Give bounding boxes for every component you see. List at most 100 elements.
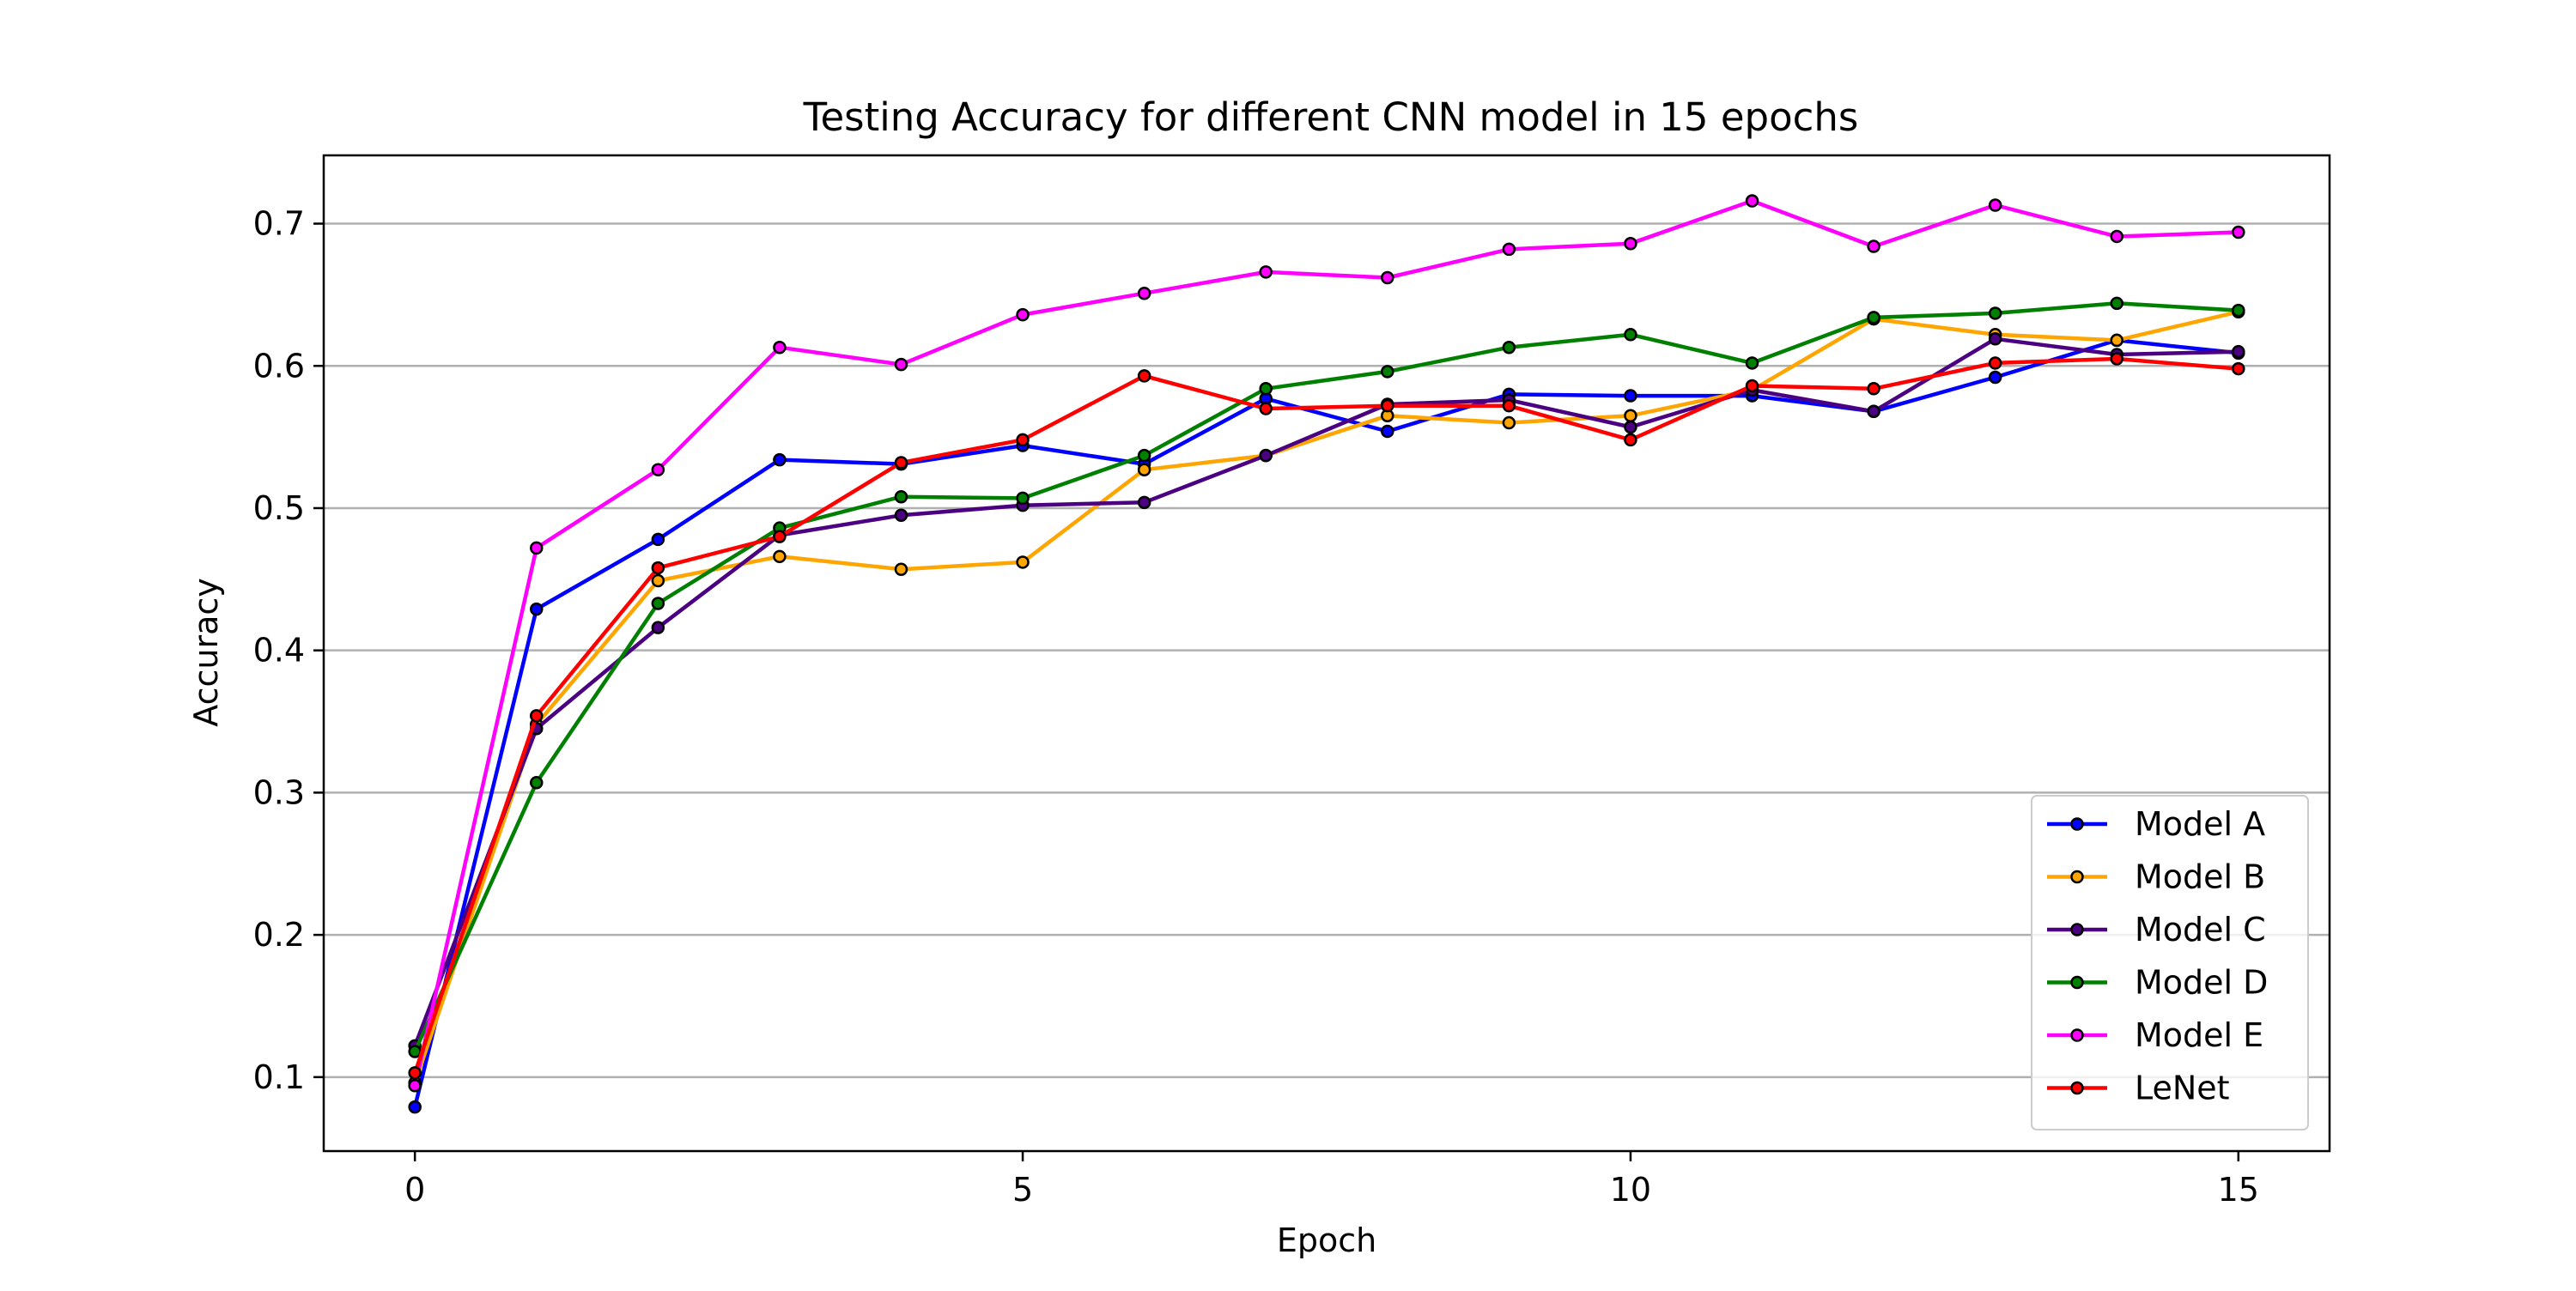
- series-model-a: [408, 333, 2245, 1114]
- y-tick-label: 0.3: [253, 773, 305, 811]
- y-tick-label: 0.4: [253, 632, 305, 670]
- data-point: [408, 1045, 422, 1058]
- data-point: [1502, 242, 1516, 257]
- series-model-e: [408, 194, 2245, 1093]
- data-point: [894, 508, 908, 523]
- data-point: [1624, 236, 1637, 251]
- data-point: [530, 541, 544, 555]
- data-point: [1867, 404, 1880, 419]
- data-point: [1502, 398, 1516, 413]
- data-point: [1137, 369, 1151, 383]
- data-point: [894, 456, 908, 470]
- data-point: [651, 463, 665, 476]
- legend-item[interactable]: Model D: [2047, 964, 2268, 1002]
- data-point: [2232, 225, 2245, 239]
- data-point: [2110, 229, 2123, 244]
- legend-swatch-marker: [2070, 1081, 2084, 1095]
- data-point: [2110, 352, 2123, 366]
- legend-item[interactable]: Model E: [2047, 1016, 2263, 1054]
- y-tick-label: 0.2: [253, 916, 305, 954]
- legend-box: [2031, 795, 2309, 1130]
- data-point: [894, 357, 908, 372]
- data-point: [1016, 307, 1030, 322]
- data-point: [651, 573, 665, 588]
- data-point: [1624, 433, 1637, 447]
- y-tick-label: 0.5: [253, 489, 305, 527]
- data-point: [408, 1066, 422, 1080]
- data-point: [894, 562, 908, 576]
- x-tick-label: 0: [404, 1171, 425, 1209]
- legend[interactable]: Model A Model B Model C Model D Model E LeNet: [2031, 795, 2309, 1130]
- legend-item[interactable]: Model B: [2047, 858, 2265, 896]
- data-point: [1624, 409, 1637, 423]
- data-point: [1988, 198, 2002, 212]
- data-point: [1867, 239, 1880, 253]
- x-axis-label: Epoch: [1277, 1221, 1376, 1259]
- data-point: [2232, 344, 2245, 359]
- series-lenet: [408, 352, 2245, 1080]
- legend-label: Model A: [2135, 805, 2265, 843]
- data-point: [1624, 389, 1637, 403]
- data-point: [1381, 365, 1394, 379]
- series-line: [413, 198, 2239, 1087]
- legend-label: Model C: [2135, 911, 2266, 949]
- y-tick-label: 0.1: [253, 1058, 305, 1096]
- legend-label: Model B: [2135, 858, 2265, 896]
- data-point: [1381, 270, 1394, 285]
- data-point: [651, 561, 665, 575]
- x-tick-label: 10: [1610, 1171, 1651, 1209]
- data-point: [530, 602, 544, 616]
- data-point: [2110, 333, 2123, 348]
- y-tick-label: 0.7: [253, 205, 305, 243]
- data-point: [894, 489, 908, 504]
- legend-label: Model D: [2135, 964, 2268, 1002]
- data-point: [1988, 370, 2002, 385]
- data-point: [2232, 361, 2245, 376]
- data-point: [651, 532, 665, 547]
- data-point: [2232, 303, 2245, 318]
- x-tick-label: 5: [1012, 1171, 1033, 1209]
- data-point: [1745, 356, 1759, 370]
- legend-item[interactable]: LeNet: [2047, 1070, 2230, 1107]
- data-point: [651, 621, 665, 634]
- data-point: [651, 597, 665, 610]
- data-point: [1745, 194, 1759, 208]
- x-tick-label: 15: [2218, 1171, 2259, 1209]
- series-line: [413, 301, 2239, 1052]
- data-point: [1381, 424, 1394, 439]
- axes: 0.1 0.2 0.3 0.4 0.5 0.6 0.7 0 5 10 15: [253, 205, 2259, 1209]
- data-point: [1988, 332, 2002, 346]
- legend-item[interactable]: Model A: [2047, 805, 2265, 843]
- data-point: [1381, 398, 1394, 413]
- legend-swatch-marker: [2070, 870, 2084, 884]
- data-point: [530, 776, 544, 790]
- data-point: [1137, 448, 1151, 463]
- data-point: [2110, 296, 2123, 311]
- legend-item[interactable]: Model C: [2047, 911, 2266, 949]
- y-axis-label: Accuracy: [187, 578, 225, 727]
- legend-swatch-marker: [2070, 817, 2084, 831]
- data-point: [530, 709, 544, 723]
- legend-swatch-marker: [2070, 1028, 2084, 1042]
- data-point: [773, 452, 787, 467]
- plot-area-frame: [322, 154, 2331, 1153]
- series-line: [413, 338, 2239, 1108]
- data-point: [1745, 379, 1759, 393]
- series-model-b: [408, 305, 2245, 1090]
- data-point: [1137, 286, 1151, 300]
- data-point: [1867, 382, 1880, 396]
- legend-swatch-marker: [2070, 975, 2084, 990]
- series-line: [413, 356, 2239, 1074]
- series-model-d: [408, 296, 2245, 1058]
- data-point: [408, 1100, 422, 1114]
- legend-label: LeNet: [2135, 1070, 2230, 1107]
- data-point: [773, 340, 787, 355]
- data-point: [1867, 311, 1880, 324]
- y-tick-label: 0.6: [253, 347, 305, 385]
- grid-lines: [324, 222, 2330, 1079]
- data-point: [1137, 495, 1151, 510]
- data-point: [1502, 340, 1516, 355]
- data-point: [1259, 448, 1273, 463]
- legend-swatch-marker: [2070, 923, 2084, 936]
